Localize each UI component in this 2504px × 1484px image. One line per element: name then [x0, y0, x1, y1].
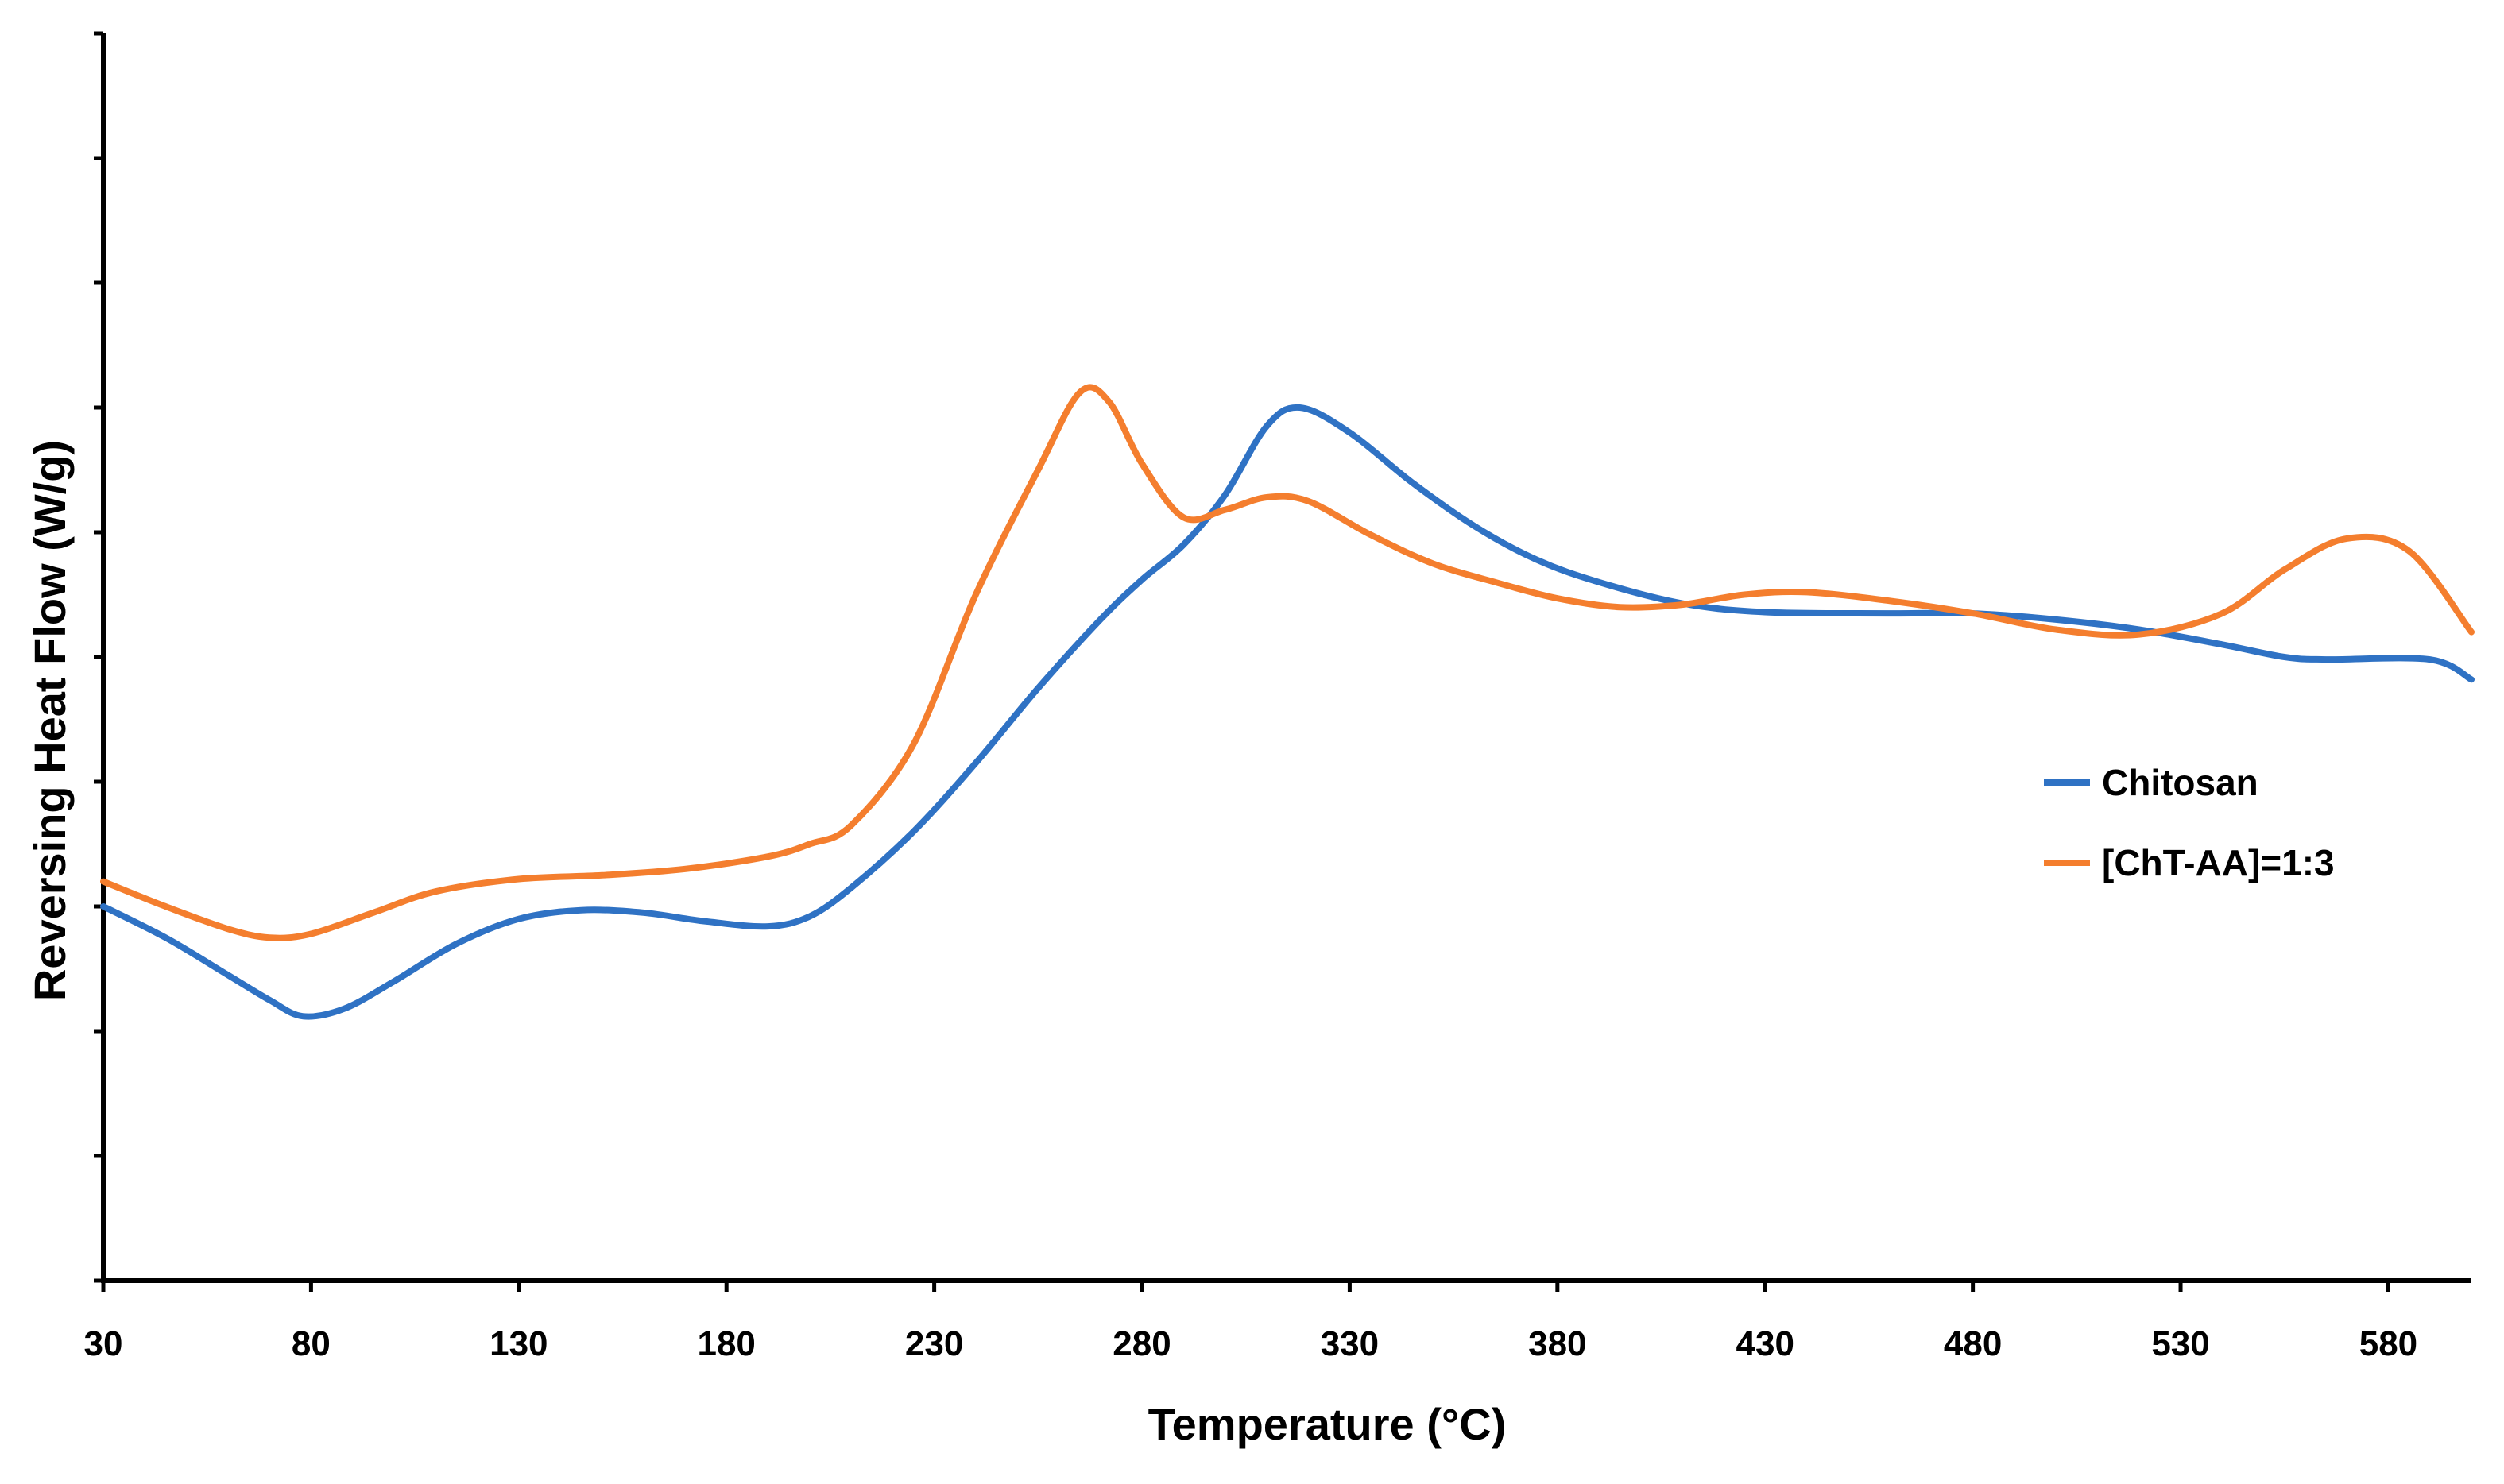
x-tick-label-30: 30: [84, 1324, 123, 1363]
series-lines: [100, 384, 2475, 1020]
axes: 30 80 130 180 230 280 330 380 430 480 530 580: [84, 31, 2471, 1363]
x-ticks: [101, 1281, 2390, 1292]
x-tick-label-130: 130: [490, 1324, 548, 1363]
series-line-cht-aa: [100, 384, 2475, 941]
legend-label-chitosan: Chitosan: [2102, 762, 2258, 803]
series-line-chitosan: [100, 404, 2475, 1020]
x-tick-label-180: 180: [697, 1324, 755, 1363]
x-tick-label-430: 430: [1736, 1324, 1794, 1363]
x-tick-label-80: 80: [292, 1324, 331, 1363]
y-ticks: [94, 31, 103, 1283]
x-tick-label-330: 330: [1321, 1324, 1379, 1363]
x-tick-label-530: 530: [2151, 1324, 2209, 1363]
x-tick-label-380: 380: [1528, 1324, 1586, 1363]
x-tick-labels: 30 80 130 180 230 280 330 380 430 480 530 580: [84, 1324, 2418, 1363]
x-tick-label-580: 580: [2359, 1324, 2417, 1363]
y-axis-title: Reversing Heat Flow (W/g): [25, 440, 75, 1001]
legend-label-cht-aa: [ChT-AA]=1:3: [2102, 842, 2335, 883]
x-tick-label-230: 230: [905, 1324, 963, 1363]
legend: Chitosan [ChT-AA]=1:3: [2044, 762, 2335, 883]
x-tick-label-280: 280: [1113, 1324, 1171, 1363]
x-axis-title: Temperature (°C): [1148, 1399, 1507, 1449]
x-tick-label-480: 480: [1944, 1324, 2002, 1363]
